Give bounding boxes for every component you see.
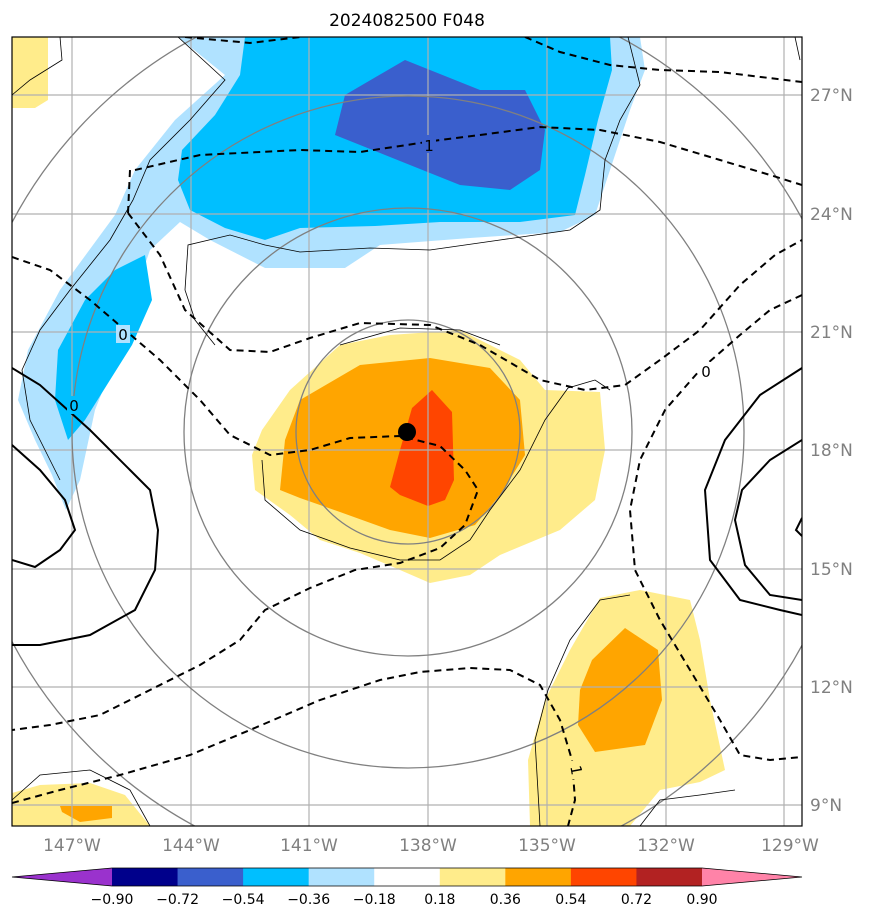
contour-label-bg xyxy=(422,135,436,153)
y-tick-label: 21°N xyxy=(810,323,853,343)
colorbar-tick-label: 0.90 xyxy=(686,892,717,908)
x-tick-label: 144°W xyxy=(162,836,220,856)
colorbar-tick-label: −0.90 xyxy=(91,892,134,908)
x-tick-label: 138°W xyxy=(399,836,457,856)
chart-title: 2024082500 F048 xyxy=(329,11,485,31)
colorbar-tick-label: 0.36 xyxy=(490,892,521,908)
red-region-storm xyxy=(390,390,454,506)
colorbar-segment xyxy=(439,868,506,886)
colorbar-segment xyxy=(308,868,375,886)
royal-blue-region xyxy=(335,60,545,190)
colorbar-segment xyxy=(570,868,637,886)
negative-anomaly-fill xyxy=(18,37,645,510)
colorbar-tick-label: 0.18 xyxy=(424,892,455,908)
storm-center-marker xyxy=(398,423,416,441)
x-tick-label: 135°W xyxy=(518,836,576,856)
x-axis-ticks: 147°W 144°W 141°W 138°W 135°W 132°W 129°… xyxy=(43,836,819,856)
orange-region-southeast xyxy=(578,628,662,752)
contour-label-bg xyxy=(116,325,130,343)
y-tick-label: 27°N xyxy=(810,86,853,106)
contour-label-bg xyxy=(67,396,81,414)
contour-label: 0 xyxy=(69,397,79,415)
y-tick-label: 9°N xyxy=(810,796,842,816)
colorbar-tick-label: 0.54 xyxy=(555,892,586,908)
y-tick-label: 15°N xyxy=(810,560,853,580)
colorbar-segment xyxy=(112,868,179,886)
colorbar-extend-low xyxy=(12,868,112,886)
colorbar-tick-label: −0.72 xyxy=(156,892,199,908)
contour-label: 1 xyxy=(424,137,434,155)
yellow-region-northwest xyxy=(12,37,48,108)
contour-labels: 1 0 0 0 1 xyxy=(67,135,713,779)
dashed-contours xyxy=(12,37,802,826)
range-rings xyxy=(12,37,802,826)
colorbar-segment xyxy=(374,868,441,886)
contour-label-bg xyxy=(570,761,584,779)
y-tick-label: 12°N xyxy=(810,678,853,698)
colorbar-extend-high xyxy=(702,868,802,886)
y-tick-label: 24°N xyxy=(810,205,853,225)
colorbar-segment xyxy=(505,868,572,886)
colorbar-tick-label: −0.54 xyxy=(222,892,265,908)
x-tick-label: 129°W xyxy=(761,836,819,856)
contour-label-bg xyxy=(699,362,713,380)
colorbar-tick-label: 0.72 xyxy=(621,892,652,908)
colorbar-tick-label: −0.18 xyxy=(353,892,396,908)
x-tick-label: 141°W xyxy=(280,836,338,856)
contour-label: 1 xyxy=(566,764,585,777)
colorbar-segment xyxy=(243,868,310,886)
thin-contours xyxy=(12,37,801,826)
x-tick-label: 132°W xyxy=(637,836,695,856)
colorbar: −0.90 −0.72 −0.54 −0.36 −0.18 0.18 0.36 0.54 0.7… xyxy=(11,867,803,908)
colorbar-segment xyxy=(177,868,244,886)
solid-contours xyxy=(12,367,802,646)
contour-label: 0 xyxy=(118,326,128,344)
colorbar-outline xyxy=(11,867,803,887)
contour-label: 0 xyxy=(701,363,711,381)
map-frame xyxy=(11,36,803,827)
x-tick-label: 147°W xyxy=(43,836,101,856)
y-axis-ticks: 27°N 24°N 21°N 18°N 15°N 12°N 9°N xyxy=(810,86,853,816)
sky-blue-region-west xyxy=(55,255,152,440)
colorbar-tick-label: −0.36 xyxy=(287,892,330,908)
positive-anomaly-fill xyxy=(12,37,725,826)
colorbar-segment xyxy=(636,868,703,886)
orange-region-southwest xyxy=(60,806,112,822)
map-area: 1 0 0 0 1 xyxy=(12,37,802,826)
y-tick-label: 18°N xyxy=(810,441,853,461)
